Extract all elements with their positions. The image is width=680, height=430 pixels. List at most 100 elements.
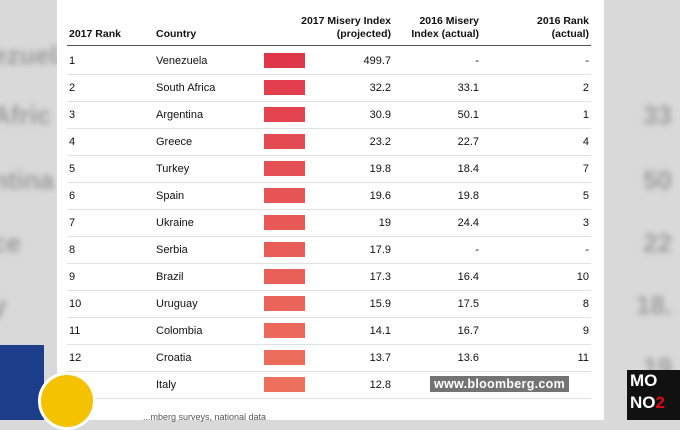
- country-cell: Colombia: [156, 325, 203, 337]
- rank-2016-cell: 10: [576, 271, 589, 283]
- rank-2016-cell: 8: [582, 298, 589, 310]
- rank-cell: 11: [69, 325, 81, 337]
- table-row: 4 Greece 23.2 22.7 4: [67, 128, 591, 156]
- rank-cell: 10: [69, 298, 82, 310]
- rank-2016-cell: -: [585, 244, 589, 256]
- header-2017-rank: 2017 Rank: [69, 28, 121, 40]
- rank-cell: 12: [69, 352, 82, 364]
- misery-2017-cell: 30.9: [369, 109, 391, 121]
- header-2016-misery-line2: Index (actual): [411, 28, 479, 40]
- table-row: 1 Venezuela 499.7 - -: [67, 47, 591, 75]
- misery-2017-cell: 17.3: [369, 271, 391, 283]
- misery-bar: [264, 215, 305, 230]
- rank-2016-cell: -: [585, 55, 589, 67]
- country-cell: Italy: [156, 379, 177, 391]
- misery-bar: [264, 242, 305, 257]
- rank-cell: 3: [69, 109, 76, 121]
- country-cell: Turkey: [156, 163, 190, 175]
- rank-2016-cell: 5: [582, 190, 589, 202]
- header-divider: [67, 45, 591, 46]
- channel-logo-bottom: NO2: [630, 393, 665, 412]
- misery-2017-cell: 15.9: [369, 298, 391, 310]
- rank-cell: 2: [69, 82, 76, 94]
- country-cell: Brazil: [156, 271, 184, 283]
- country-cell: Venezuela: [156, 55, 208, 67]
- country-cell: Greece: [156, 136, 193, 148]
- rank-2016-cell: 4: [582, 136, 589, 148]
- misery-bar: [264, 161, 305, 176]
- table-row: 12 Croatia 13.7 13.6 11: [67, 344, 591, 372]
- misery-bar: [264, 53, 305, 68]
- header-2016-rank: 2016 Rank (actual): [537, 15, 589, 41]
- table-row: 3 Argentina 30.9 50.1 1: [67, 101, 591, 129]
- misery-2016-cell: 17.5: [457, 298, 479, 310]
- rank-2016-cell: 11: [577, 352, 589, 364]
- rank-cell: 4: [69, 136, 76, 148]
- bg-left-text: ntina: [0, 165, 55, 195]
- bg-right-text: 50: [643, 165, 672, 195]
- table-row: 8 Serbia 17.9 - -: [67, 236, 591, 264]
- misery-2017-cell: 19: [378, 217, 391, 229]
- rank-2016-cell: 1: [582, 109, 589, 121]
- misery-2016-cell: 22.7: [457, 136, 479, 148]
- misery-2017-cell: 32.2: [369, 82, 391, 94]
- rank-cell: 6: [69, 190, 76, 202]
- header-2017-misery-line2: (projected): [336, 28, 391, 40]
- misery-2016-cell: 18.4: [457, 163, 479, 175]
- misery-bar: [264, 377, 305, 392]
- rank-cell: 8: [69, 244, 76, 256]
- misery-bar: [264, 107, 305, 122]
- country-cell: Argentina: [156, 109, 204, 121]
- table-row: 7 Ukraine 19 24.4 3: [67, 209, 591, 237]
- misery-2017-cell: 19.6: [369, 190, 391, 202]
- rank-cell: 7: [69, 217, 76, 229]
- country-cell: Spain: [156, 190, 185, 202]
- misery-2017-cell: 14.1: [369, 325, 391, 337]
- misery-2016-cell: -: [475, 55, 479, 67]
- channel-logo-top: MO: [630, 371, 658, 390]
- misery-2017-cell: 19.8: [369, 163, 391, 175]
- bg-left-text: Afric: [0, 100, 52, 130]
- table-row: 10 Uruguay 15.9 17.5 8: [67, 290, 591, 318]
- channel-logo-number: 2: [655, 393, 665, 412]
- bloomberg-watermark: www.bloomberg.com: [430, 376, 570, 392]
- misery-2016-cell: 13.6: [457, 352, 479, 364]
- misery-index-table: 2017 Rank Country 2017 Misery Index (pro…: [57, 0, 604, 422]
- misery-2016-cell: 24.4: [457, 217, 479, 229]
- misery-2017-cell: 499.7: [363, 55, 391, 67]
- country-cell: Serbia: [156, 244, 188, 256]
- country-cell: South Africa: [156, 82, 216, 94]
- header-2017-misery-line1: 2017 Misery Index: [301, 15, 391, 27]
- misery-bar: [264, 323, 305, 338]
- bg-left-text: ce: [0, 228, 21, 258]
- header-2016-rank-line1: 2016 Rank: [537, 15, 589, 27]
- misery-bar: [264, 350, 305, 365]
- misery-2017-cell: 17.9: [369, 244, 391, 256]
- header-2017-misery: 2017 Misery Index (projected): [301, 15, 391, 41]
- rank-2016-cell: 7: [582, 163, 589, 175]
- bg-left-text: y: [0, 290, 6, 321]
- table-row: 2 South Africa 32.2 33.1 2: [67, 74, 591, 102]
- table-row: 5 Turkey 19.8 18.4 7: [67, 155, 591, 183]
- misery-2016-cell: -: [475, 244, 479, 256]
- header-2016-misery: 2016 Misery Index (actual): [411, 15, 479, 41]
- misery-2016-cell: 16.7: [457, 325, 479, 337]
- table-row: 6 Spain 19.6 19.8 5: [67, 182, 591, 210]
- rank-cell: 9: [69, 271, 76, 283]
- anchor-video-inset: [0, 345, 44, 420]
- misery-bar: [264, 80, 305, 95]
- misery-bar: [264, 188, 305, 203]
- misery-2016-cell: 16.4: [457, 271, 479, 283]
- misery-2016-cell: 19.8: [457, 190, 479, 202]
- misery-2017-cell: 13.7: [369, 352, 391, 364]
- misery-2017-cell: 12.8: [369, 379, 391, 391]
- rank-2016-cell: 9: [582, 325, 589, 337]
- misery-bar: [264, 296, 305, 311]
- misery-bar: [264, 269, 305, 284]
- rank-2016-cell: 2: [582, 82, 589, 94]
- misery-2017-cell: 23.2: [369, 136, 391, 148]
- country-cell: Croatia: [156, 352, 192, 364]
- bg-right-text: 18.: [635, 290, 672, 320]
- rank-cell: 1: [69, 55, 76, 67]
- table-row: 11 Colombia 14.1 16.7 9: [67, 317, 591, 345]
